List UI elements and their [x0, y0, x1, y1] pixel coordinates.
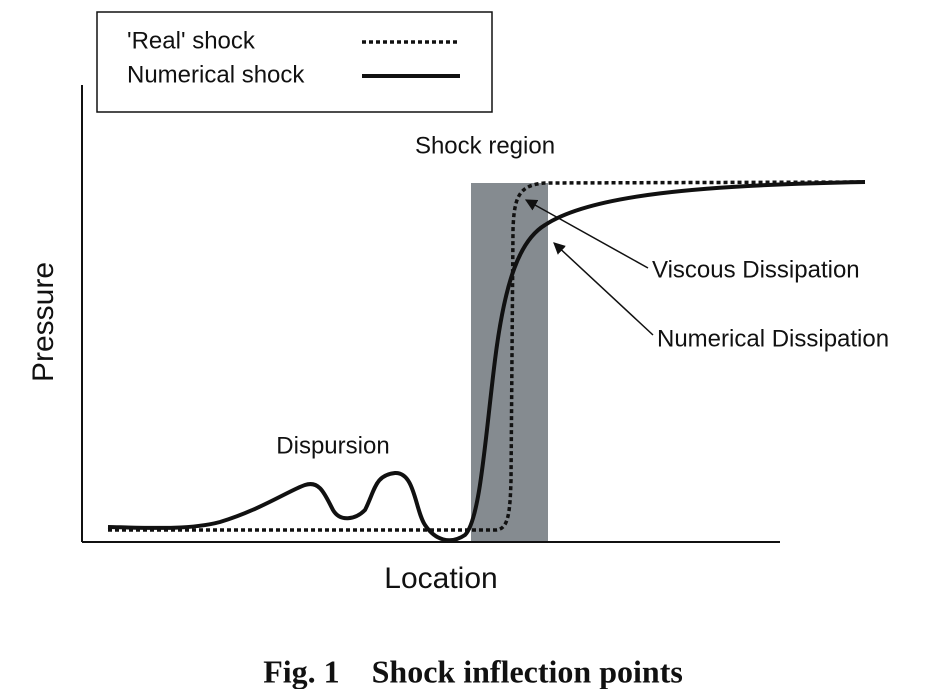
annotation: Viscous Dissipation [652, 256, 860, 283]
numerical-shock-curve [107, 180, 866, 543]
viscous-arrow [524, 199, 649, 269]
annotation: Shock region [415, 132, 555, 159]
legend-label: Numerical shock [127, 61, 305, 88]
numerical-arrow [553, 242, 654, 336]
legend-label: 'Real' shock [127, 27, 256, 54]
annotation: Numerical Dissipation [657, 325, 889, 352]
real-shock-curve [108, 180, 866, 532]
annotation: Dispursion [276, 432, 389, 459]
x-axis-label: Location [384, 562, 497, 595]
y-axis-label: Pressure [27, 262, 60, 382]
caption: Fig. 1 Shock inflection points [263, 653, 683, 689]
legend-box [96, 11, 493, 113]
